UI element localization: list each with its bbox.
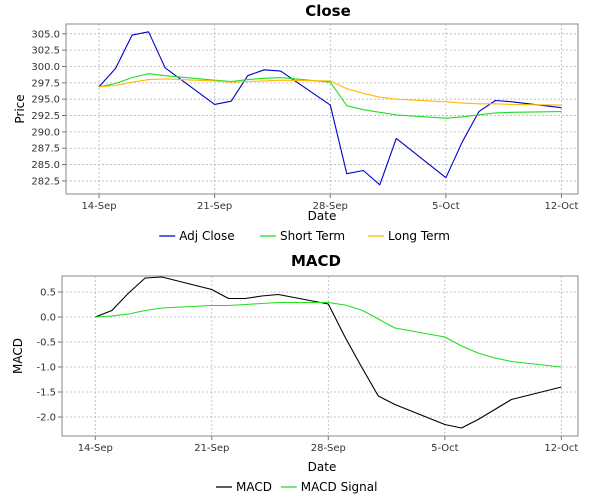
close-y-tick-label: 302.5 bbox=[31, 46, 60, 57]
close-y-tick-label: 287.5 bbox=[31, 144, 60, 155]
close-chart: Close 282.5 285.0 287.5 290.0 292.5 295.0 297.… bbox=[13, 2, 579, 243]
legend-item-long-term: Long Term bbox=[368, 229, 450, 243]
series-line-adj-close bbox=[98, 31, 562, 186]
macd-x-axis-label: Date bbox=[308, 460, 337, 474]
macd-x-tick-label: 12-Oct bbox=[544, 443, 578, 454]
close-grid bbox=[66, 24, 578, 194]
macd-x-tick-label: 28-Sep bbox=[311, 443, 346, 454]
legend-label-long-term: Long Term bbox=[388, 229, 450, 243]
macd-legend: MACD MACD Signal bbox=[216, 480, 377, 494]
macd-plot-area bbox=[61, 275, 579, 437]
macd-x-tick-label: 5-Oct bbox=[431, 443, 459, 454]
close-y-tick-label: 282.5 bbox=[31, 176, 60, 187]
close-x-tick-label: 14-Sep bbox=[81, 201, 116, 212]
close-chart-title: Close bbox=[305, 2, 351, 20]
macd-series bbox=[95, 276, 562, 429]
close-y-tick-label: 290.0 bbox=[31, 127, 60, 138]
close-x-tick-label: 5-Oct bbox=[432, 201, 460, 212]
close-y-axis-label: Price bbox=[13, 94, 27, 123]
series-line-macd bbox=[95, 276, 562, 429]
close-legend: Adj Close Short Term Long Term bbox=[159, 229, 450, 243]
close-x-tick-label: 21-Sep bbox=[197, 201, 232, 212]
close-y-tick-label: 305.0 bbox=[31, 29, 60, 40]
series-line-short-term bbox=[98, 73, 562, 119]
legend-label-macd-signal: MACD Signal bbox=[301, 480, 378, 494]
macd-y-axis-label: MACD bbox=[11, 338, 25, 374]
legend-item-short-term: Short Term bbox=[260, 229, 345, 243]
macd-y-tick-label: -1.0 bbox=[36, 363, 56, 374]
series-line-long-term bbox=[98, 78, 562, 106]
macd-y-tick-label: 0.5 bbox=[40, 288, 56, 299]
macd-x-tick-label: 14-Sep bbox=[78, 443, 113, 454]
close-y-tick-label: 295.0 bbox=[31, 95, 60, 106]
close-x-ticks: 14-Sep 21-Sep 28-Sep 5-Oct 12-Oct bbox=[81, 194, 579, 212]
legend-item-macd-signal: MACD Signal bbox=[280, 480, 378, 494]
close-series bbox=[98, 31, 562, 186]
macd-y-tick-label: 0.0 bbox=[40, 313, 56, 324]
close-y-ticks: 282.5 285.0 287.5 290.0 292.5 295.0 297.5 300.0… bbox=[31, 29, 66, 187]
close-y-tick-label: 292.5 bbox=[31, 111, 60, 122]
macd-y-tick-label: -1.5 bbox=[36, 388, 56, 399]
close-y-tick-label: 300.0 bbox=[31, 62, 60, 73]
macd-x-ticks: 14-Sep 21-Sep 28-Sep 5-Oct 12-Oct bbox=[78, 436, 578, 454]
macd-grid bbox=[62, 276, 578, 436]
legend-item-adj-close: Adj Close bbox=[159, 229, 235, 243]
macd-y-ticks: -2.0 -1.5 -1.0 -0.5 0.0 0.5 bbox=[36, 288, 62, 424]
legend-label-adj-close: Adj Close bbox=[179, 229, 234, 243]
macd-chart-title: MACD bbox=[291, 252, 341, 270]
macd-x-tick-label: 21-Sep bbox=[194, 443, 229, 454]
close-x-axis-label: Date bbox=[308, 209, 337, 223]
series-line-macd-signal bbox=[95, 301, 562, 368]
close-x-tick-label: 12-Oct bbox=[545, 201, 579, 212]
legend-label-macd: MACD bbox=[236, 480, 272, 494]
macd-y-tick-label: -2.0 bbox=[36, 413, 56, 424]
close-y-tick-label: 297.5 bbox=[31, 78, 60, 89]
close-plot-area bbox=[65, 23, 579, 195]
close-x-tick-label: 28-Sep bbox=[313, 201, 348, 212]
legend-label-short-term: Short Term bbox=[280, 229, 345, 243]
close-y-tick-label: 285.0 bbox=[31, 160, 60, 171]
macd-chart: MACD -2.0 -1.5 -1.0 -0.5 0.0 0.5 14-Sep 21-Sep… bbox=[11, 252, 579, 494]
macd-y-tick-label: -0.5 bbox=[36, 338, 56, 349]
legend-item-macd: MACD bbox=[216, 480, 272, 494]
